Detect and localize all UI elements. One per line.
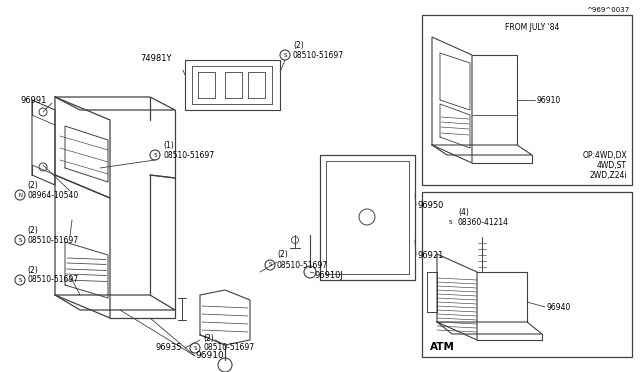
Text: 96935: 96935	[155, 343, 182, 353]
Text: S: S	[193, 346, 196, 350]
Text: 08510-51697: 08510-51697	[203, 343, 254, 353]
Text: 08510-51697: 08510-51697	[163, 151, 214, 160]
Text: ^969^0037: ^969^0037	[587, 7, 630, 13]
Text: 96910J: 96910J	[315, 270, 344, 279]
Text: 08510-51697: 08510-51697	[27, 276, 78, 285]
Text: S: S	[284, 52, 287, 58]
Text: 4WD,ST: 4WD,ST	[597, 160, 627, 170]
Text: 74981Y: 74981Y	[140, 54, 172, 62]
Text: S: S	[268, 263, 272, 267]
Text: S: S	[19, 237, 22, 243]
Text: ATM: ATM	[430, 342, 455, 352]
Text: (2): (2)	[27, 180, 38, 189]
Text: 96991: 96991	[20, 96, 46, 105]
Text: (2): (2)	[203, 334, 214, 343]
Text: S: S	[448, 219, 452, 224]
Text: OP:4WD,DX: OP:4WD,DX	[582, 151, 627, 160]
Text: 08964-10540: 08964-10540	[27, 190, 78, 199]
Text: (2): (2)	[27, 266, 38, 275]
Text: (1): (1)	[163, 141, 173, 150]
Text: 08510-51697: 08510-51697	[27, 235, 78, 244]
Text: (2): (2)	[27, 225, 38, 234]
Text: FROM JULY '84: FROM JULY '84	[505, 22, 559, 32]
Text: 96921: 96921	[418, 250, 444, 260]
Text: 08510-51697: 08510-51697	[293, 51, 344, 60]
Text: 96940: 96940	[547, 302, 572, 311]
Text: (2): (2)	[277, 250, 288, 260]
Text: (2): (2)	[293, 41, 304, 49]
Text: 2WD,Z24i: 2WD,Z24i	[589, 170, 627, 180]
Text: 96950: 96950	[418, 201, 444, 209]
Text: N: N	[18, 192, 22, 198]
Text: 96910: 96910	[537, 96, 561, 105]
Text: 08360-41214: 08360-41214	[458, 218, 509, 227]
Text: 96910: 96910	[195, 352, 224, 360]
Bar	[422, 15, 632, 185]
Text: S: S	[19, 278, 22, 282]
Text: 08510-51697: 08510-51697	[277, 260, 328, 269]
Bar	[422, 192, 632, 357]
Text: (4): (4)	[458, 208, 469, 217]
Text: S: S	[153, 153, 157, 157]
